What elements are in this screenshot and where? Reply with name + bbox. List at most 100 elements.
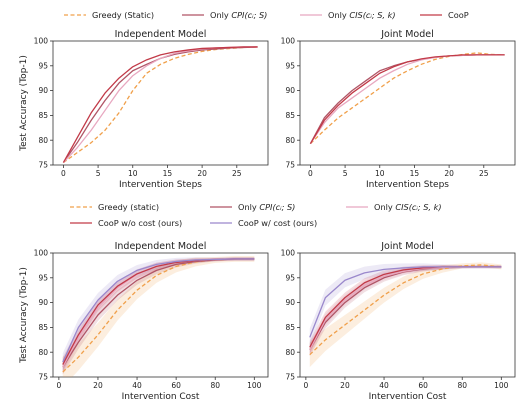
legend-item-only-cpi: Only CPI(cᵢ; S)	[182, 10, 267, 20]
line-coop	[62, 46, 258, 163]
plot-frame	[299, 40, 516, 166]
x-axis-label: Intervention Steps	[119, 180, 202, 190]
panel-title: Joint Model	[380, 241, 434, 252]
y-tick-label: 90	[285, 86, 295, 95]
panel-title: Independent Model	[115, 29, 207, 40]
x-tick-label: 10	[375, 169, 385, 178]
line-coop	[309, 54, 505, 145]
y-tick-label: 80	[285, 136, 295, 145]
legend-item-greedy-static: Greedy (static)	[70, 202, 159, 212]
legend-item-only-cis: Only CIS(cᵢ; S, k)	[300, 10, 396, 20]
legend-label-only-cis: Only CIS(cᵢ; S, k)	[328, 10, 396, 20]
x-tick-label: 80	[457, 381, 467, 390]
y-tick-label: 80	[38, 348, 48, 357]
x-tick-label: 25	[232, 169, 242, 178]
panel-joint-cost: Joint Model 0 20 40 60 80 100 75 80 85 90 95 100 Inte…	[281, 241, 516, 402]
legend-item-coop: CooP	[420, 10, 469, 20]
x-tick-label: 0	[308, 169, 313, 178]
y-tick-label: 75	[38, 373, 48, 382]
panel-title: Joint Model	[380, 29, 434, 40]
x-tick-label: 0	[56, 381, 61, 390]
y-tick-label: 75	[38, 161, 48, 170]
y-axis-label: Test Accuracy (Top-1)	[19, 267, 29, 364]
y-tick-label: 80	[38, 136, 48, 145]
plot-area	[309, 262, 502, 368]
band-greedy-static	[62, 255, 255, 377]
x-axis-label: Intervention Steps	[366, 180, 449, 190]
panel-joint-steps: Joint Model 0 5 10 15 20 25 75 80 85 90 95 100 Interv…	[281, 29, 516, 190]
y-tick-label: 85	[38, 111, 48, 120]
band-greedy-static	[309, 262, 502, 368]
line-coop-w-cost-ours	[309, 266, 502, 338]
y-tick-label: 95	[38, 61, 48, 70]
y-tick-label: 100	[281, 37, 296, 46]
y-tick-label: 90	[285, 298, 295, 307]
legend-label-greedy-static: Greedy (static)	[98, 202, 159, 212]
y-tick-label: 90	[38, 298, 48, 307]
x-tick-label: 25	[479, 169, 489, 178]
x-tick-label: 0	[303, 381, 308, 390]
y-tick-label: 85	[285, 323, 295, 332]
legend-bottom: Greedy (static) Only CPI(cᵢ; S) Only CIS…	[70, 202, 442, 228]
band-only-cpi-c-i-s	[62, 257, 255, 375]
band-coop-w-cost-ours	[62, 257, 255, 372]
panel-title: Independent Model	[115, 241, 207, 252]
legend-label-only-cis-bottom: Only CIS(cᵢ; S, k)	[374, 202, 442, 212]
line-greedy-static	[309, 264, 502, 356]
plot-area	[62, 255, 255, 377]
y-tick-label: 95	[285, 61, 295, 70]
y-tick-label: 100	[34, 37, 49, 46]
legend-item-only-cpi-bottom: Only CPI(cᵢ; S)	[210, 202, 295, 212]
band-coop-w-o-cost-ours	[309, 264, 502, 354]
legend-item-only-cis-bottom: Only CIS(cᵢ; S, k)	[346, 202, 442, 212]
x-tick-label: 10	[128, 169, 138, 178]
x-tick-label: 100	[494, 381, 509, 390]
y-tick-label: 85	[285, 111, 295, 120]
legend-label-coop: CooP	[448, 10, 469, 20]
x-tick-label: 15	[410, 169, 420, 178]
y-tick-label: 75	[285, 373, 295, 382]
y-tick-label: 95	[38, 273, 48, 282]
x-tick-label: 80	[210, 381, 220, 390]
x-tick-label: 20	[197, 169, 207, 178]
x-tick-label: 40	[132, 381, 142, 390]
line-greedy-static	[63, 46, 258, 164]
legend-label-only-cpi: Only CPI(cᵢ; S)	[210, 10, 267, 20]
line-greedy-static	[309, 52, 505, 145]
plot-area	[309, 52, 505, 145]
legend-item-coop-w-cost: CooP w/ cost (ours)	[210, 218, 317, 228]
x-axis-label: Intervention Cost	[122, 392, 200, 402]
panel-independent-cost: Independent Model 0 20 40 60 80 100 75 80 85 90 95 1…	[19, 241, 269, 402]
x-tick-label: 20	[93, 381, 103, 390]
plot-frame	[299, 252, 516, 378]
legend-top: Greedy (Static) Only CPI(cᵢ; S) Only CIS…	[64, 10, 469, 20]
y-tick-label: 90	[38, 86, 48, 95]
x-tick-label: 5	[343, 169, 348, 178]
legend-label-coop-w-cost: CooP w/ cost (ours)	[238, 218, 317, 228]
legend-item-coop-wo-cost: CooP w/o cost (ours)	[70, 218, 182, 228]
y-tick-label: 100	[281, 249, 296, 258]
x-tick-label: 20	[444, 169, 454, 178]
y-tick-label: 80	[285, 348, 295, 357]
x-tick-label: 100	[247, 381, 262, 390]
x-tick-label: 60	[418, 381, 428, 390]
x-tick-label: 5	[96, 169, 101, 178]
legend-label-greedy: Greedy (Static)	[92, 10, 154, 20]
y-tick-label: 100	[34, 249, 49, 258]
x-tick-label: 0	[61, 169, 66, 178]
y-tick-label: 95	[285, 273, 295, 282]
x-tick-label: 15	[163, 169, 173, 178]
plot-frame	[52, 40, 269, 166]
plot-area	[62, 46, 258, 164]
line-coop-w-cost-ours	[62, 258, 255, 363]
legend-item-greedy: Greedy (Static)	[64, 10, 154, 20]
y-axis-label: Test Accuracy (Top-1)	[19, 55, 29, 152]
x-axis-label: Intervention Cost	[369, 392, 447, 402]
x-tick-label: 60	[171, 381, 181, 390]
x-tick-label: 40	[379, 381, 389, 390]
legend-label-coop-wo-cost: CooP w/o cost (ours)	[98, 218, 182, 228]
y-tick-label: 85	[38, 323, 48, 332]
x-tick-label: 20	[340, 381, 350, 390]
plot-frame	[52, 252, 269, 378]
